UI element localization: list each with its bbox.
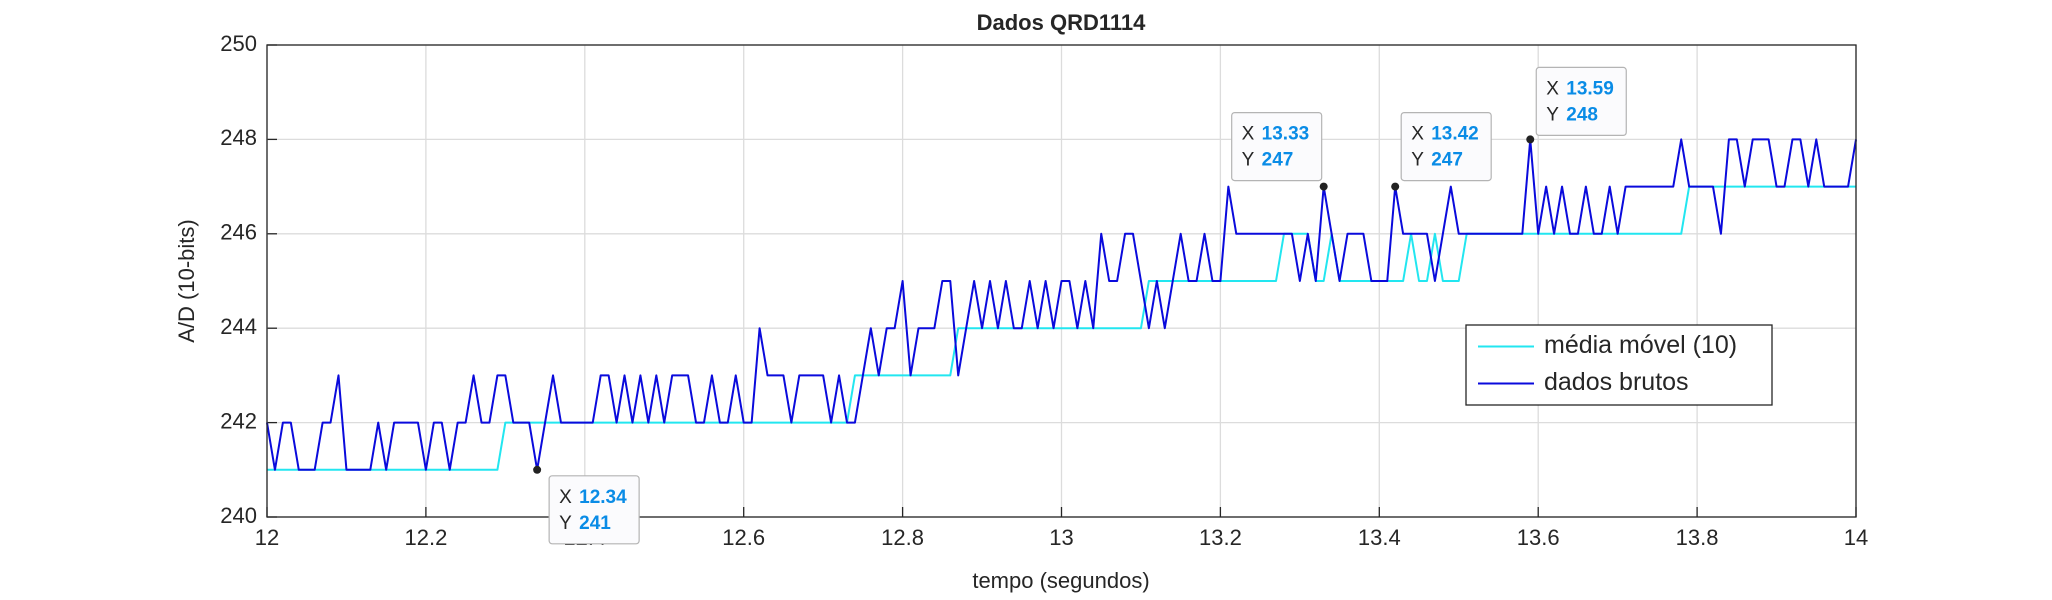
x-tick-label: 13.2 [1199,525,1242,550]
y-tick-label: 242 [220,408,257,433]
x-tick-label: 14 [1844,525,1868,550]
datatip-y-value: 248 [1566,104,1598,125]
x-tick-label: 13.4 [1358,525,1401,550]
datatip-y-name: Y [1242,150,1255,171]
axes-box [266,44,1857,518]
datatip-y-value: 247 [1262,150,1294,171]
legend-label: média móvel (10) [1544,331,1737,359]
datatip-x-name: X [1242,124,1255,145]
x-tick-label: 13 [1049,525,1073,550]
datatip-box [548,475,640,545]
chart-title: Dados QRD1114 [977,10,1147,35]
x-axis-label: tempo (segundos) [972,568,1149,593]
datatip-box [1535,66,1627,137]
x-tick-label: 13.6 [1517,525,1560,550]
y-tick-label: 240 [220,503,257,528]
datatip-x-value: 13.33 [1262,124,1310,145]
datatip-box [1231,111,1323,182]
datatip-x-name: X [1546,78,1559,99]
y-axis-label: A/D (10-bits) [174,219,199,342]
y-tick-label: 248 [220,125,257,150]
datatip-box [1400,111,1492,182]
datatip-marker [1319,182,1328,191]
x-tick-label: 12.2 [404,525,447,550]
datatip-x-value: 13.42 [1431,124,1479,145]
series-line [267,185,1856,471]
series-line [266,138,1857,471]
y-tick-label: 244 [220,314,257,339]
x-tick-label: 13.8 [1676,525,1719,550]
datatip-x-name: X [1411,124,1424,145]
x-tick-label: 12.6 [722,525,765,550]
y-tick-label: 246 [220,220,257,245]
datatip-y-name: Y [1411,150,1424,171]
y-tick-label: 250 [220,31,257,56]
datatip-y-value: 247 [1431,150,1463,171]
datatip-x-name: X [559,487,572,508]
datatip-y-name: Y [559,513,572,534]
datatip-marker [533,465,542,474]
datatip-y-value: 241 [579,513,611,534]
x-tick-label: 12.8 [881,525,924,550]
legend-box [1465,324,1773,406]
datatip-x-value: 13.59 [1566,78,1614,99]
legend-label: dados brutos [1544,368,1689,396]
datatip-marker [1391,182,1400,191]
datatip-x-value: 12.34 [579,487,627,508]
datatip-y-name: Y [1546,104,1559,125]
datatip-marker [1526,135,1535,144]
x-tick-label: 12 [255,525,279,550]
